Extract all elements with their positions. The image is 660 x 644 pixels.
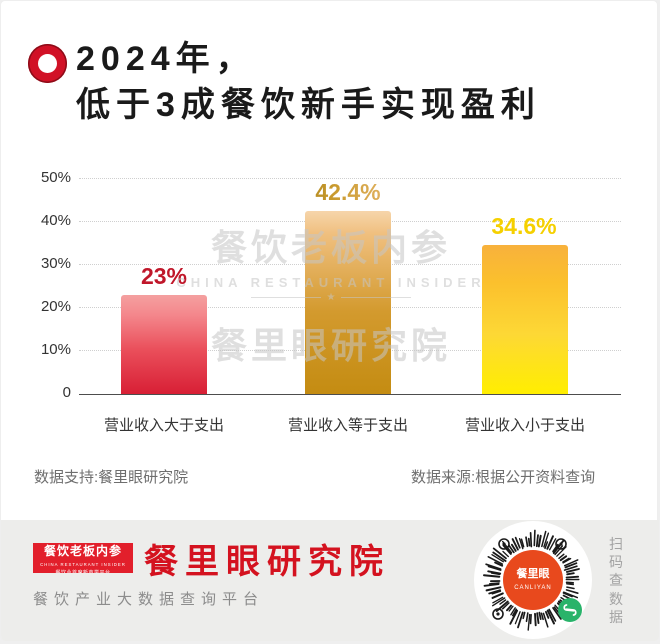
svg-text:CANLIYAN: CANLIYAN — [514, 585, 552, 591]
svg-text:餐里眼: 餐里眼 — [516, 566, 550, 580]
